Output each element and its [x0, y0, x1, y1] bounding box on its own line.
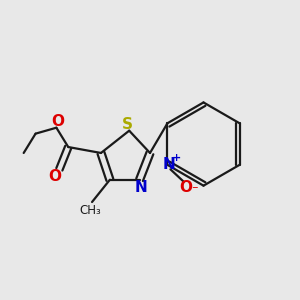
Text: ⁻: ⁻ [191, 184, 197, 196]
Text: N: N [163, 158, 175, 172]
Text: CH₃: CH₃ [80, 204, 101, 218]
Text: O: O [51, 114, 64, 129]
Text: O: O [48, 169, 62, 184]
Text: S: S [122, 117, 133, 132]
Text: N: N [135, 180, 148, 195]
Text: O: O [179, 180, 192, 195]
Text: +: + [172, 153, 182, 163]
